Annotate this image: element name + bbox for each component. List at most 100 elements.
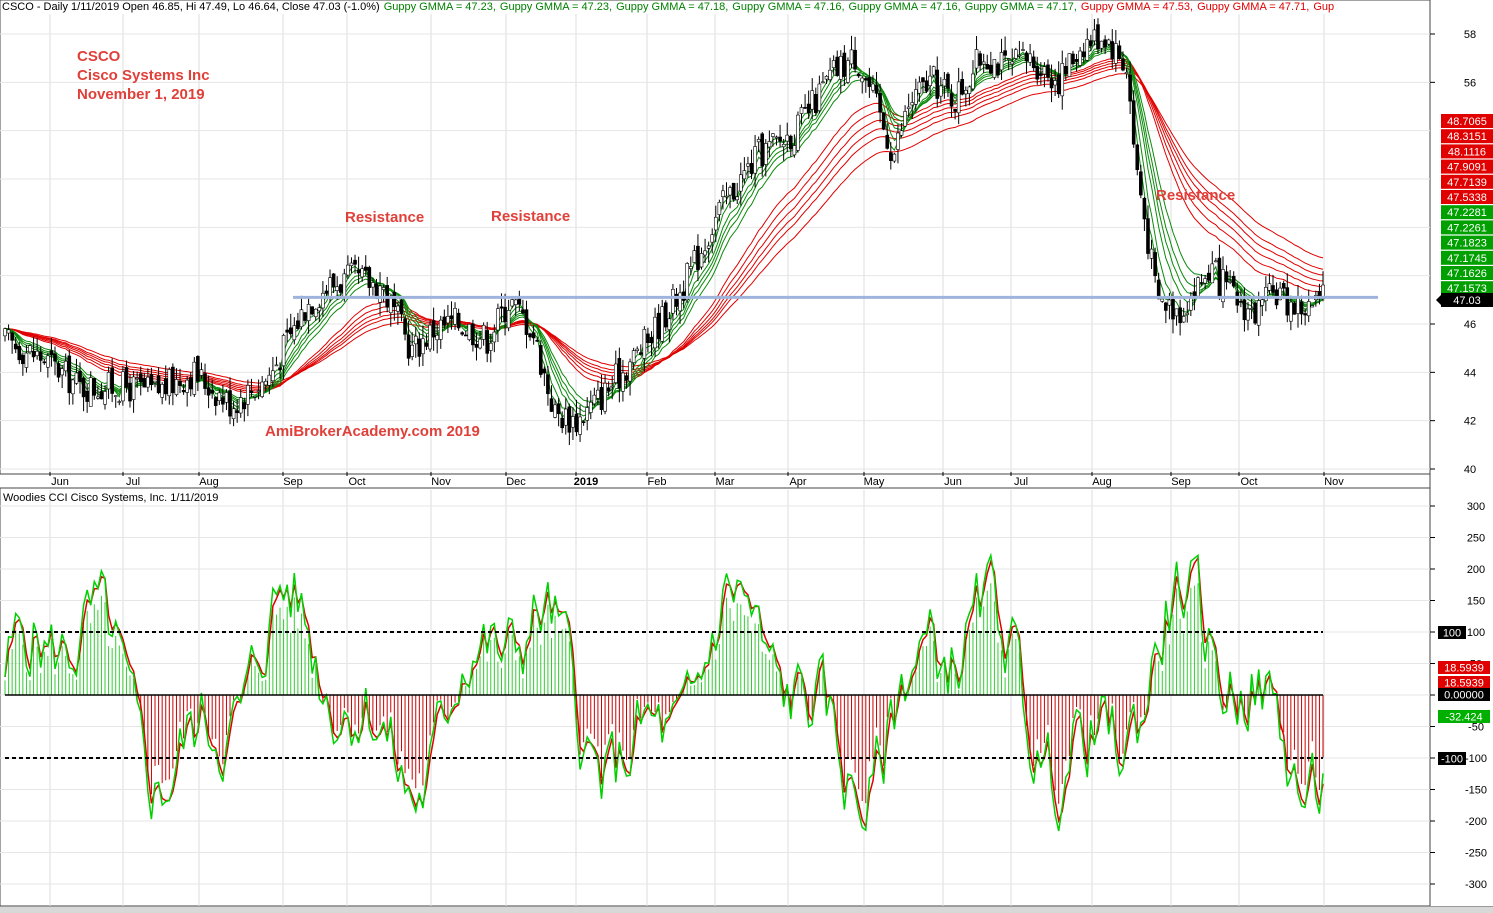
candle-body	[238, 397, 243, 414]
candle-body	[821, 81, 825, 84]
cci-y-label-200: 200	[1467, 564, 1485, 576]
candle-body	[717, 202, 722, 215]
cci-label-box-5	[1438, 752, 1466, 765]
candle-body	[253, 395, 257, 398]
candle-body	[1128, 74, 1132, 102]
candle-body	[299, 309, 304, 328]
candle-body	[960, 79, 965, 95]
cci-y-label--250: -250	[1465, 848, 1487, 860]
gmma-long-line-50	[5, 67, 1324, 387]
candle-body	[331, 273, 336, 287]
price-label-box-10	[1441, 266, 1493, 280]
candle-body	[249, 390, 254, 393]
candle-body	[1021, 49, 1025, 51]
gmma-long-line-60	[5, 73, 1324, 384]
candle-body	[485, 330, 489, 354]
candle-body	[1046, 64, 1050, 78]
price-label-text-12: 47.03	[1453, 295, 1481, 307]
candle-body	[1074, 59, 1079, 62]
candle-body	[560, 417, 565, 429]
candle-body	[814, 94, 818, 113]
candle-body	[1206, 272, 1211, 281]
candle-body	[967, 86, 972, 94]
candle-body	[221, 397, 225, 405]
candle-body	[363, 266, 368, 271]
candle-body	[296, 320, 300, 329]
candle-body	[1310, 305, 1315, 308]
candle-body	[81, 377, 86, 398]
candle-body	[1014, 49, 1018, 59]
candle-body	[38, 351, 43, 361]
candle-body	[153, 380, 157, 383]
candle-body	[892, 153, 897, 162]
candle-body	[942, 78, 947, 87]
candle-body	[417, 338, 422, 357]
candle-body	[99, 391, 104, 400]
sheet-tabs-bar[interactable]	[0, 906, 1493, 913]
candle-body	[167, 369, 172, 397]
cci-label-box-0	[1438, 626, 1466, 639]
candle-body	[1124, 72, 1129, 74]
candle-body	[596, 389, 600, 399]
gmma-value-3: Guppy GMMA = 47.16,	[732, 1, 845, 13]
price-label-box-3	[1441, 159, 1493, 174]
candle-body	[742, 170, 747, 180]
candle-body	[549, 398, 554, 412]
price-y-label-56: 56	[1464, 77, 1476, 89]
candle-body	[871, 83, 875, 91]
candle-body	[142, 378, 147, 388]
cci-label-box-1	[1438, 661, 1490, 674]
candle-body	[853, 49, 857, 70]
candle-body	[835, 56, 840, 76]
candle-body	[1264, 287, 1268, 302]
candle-body	[828, 69, 832, 80]
candle-body	[203, 373, 207, 389]
candle-body	[124, 367, 129, 388]
candle-body	[1006, 58, 1011, 60]
candle-body	[989, 64, 993, 74]
candle-body	[1142, 197, 1147, 220]
candle-body	[1024, 52, 1029, 62]
candle-body	[881, 112, 886, 130]
candle-body	[63, 360, 68, 372]
candle-body	[617, 358, 622, 389]
candle-body	[749, 163, 754, 174]
candle-body	[467, 323, 472, 340]
candle-body	[499, 306, 504, 309]
price-pane-header: CSCO - Daily 1/11/2019 Open 46.85, Hi 47…	[2, 1, 1427, 13]
candle-body	[496, 308, 500, 331]
price-label-text-9: 47.1745	[1447, 253, 1487, 265]
x-tick-label-1: Jul	[126, 476, 140, 488]
candle-body	[721, 190, 725, 197]
candle-body	[735, 196, 740, 201]
candle-body	[106, 372, 111, 390]
candle-body	[471, 323, 475, 346]
gmma-value-5: Guppy GMMA = 47.17,	[964, 1, 1077, 13]
date-annotation: November 1, 2019	[77, 86, 205, 103]
cci-label-text-0: 100	[1443, 628, 1461, 640]
candle-body	[1064, 66, 1068, 75]
candle-body	[774, 136, 779, 139]
candle-body	[196, 356, 200, 382]
candle-body	[513, 299, 518, 305]
candle-body	[738, 174, 743, 192]
candle-body	[128, 382, 132, 402]
candle-body	[453, 308, 457, 325]
candle-body	[796, 114, 800, 151]
candle-body	[431, 320, 436, 338]
candle-body	[1231, 275, 1236, 287]
x-tick-label-2: Aug	[199, 476, 219, 488]
candle-body	[1160, 298, 1165, 302]
x-tick-label-15: Sep	[1171, 476, 1191, 488]
gmma-value-7: Guppy GMMA = 47.71,	[1197, 1, 1310, 13]
cci-y-label--200: -200	[1465, 816, 1487, 828]
candle-body	[317, 307, 322, 312]
gmma-long-group	[4, 57, 1324, 394]
gmma-short-line-12	[4, 48, 1324, 408]
price-label-box-4	[1441, 174, 1493, 189]
candle-body	[481, 324, 486, 340]
candle-body	[3, 328, 7, 337]
candle-body	[710, 234, 715, 243]
candle-body	[113, 395, 118, 397]
candle-body	[1110, 41, 1115, 60]
